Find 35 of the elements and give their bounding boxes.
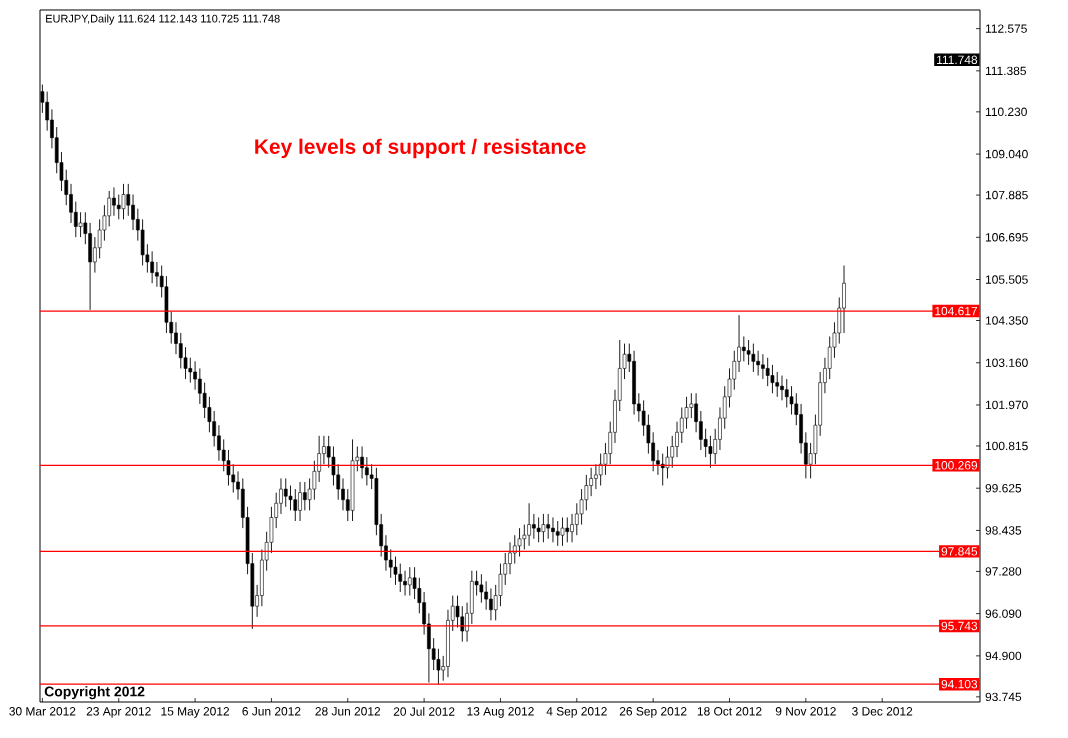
candlestick: [761, 353, 765, 380]
candlestick: [632, 350, 636, 415]
candlestick: [780, 375, 784, 401]
candlestick: [293, 488, 298, 522]
candlestick: [541, 513, 546, 543]
candlestick: [150, 250, 154, 284]
candlestick: [746, 339, 751, 366]
annotation: Key levels of support / resistance: [255, 138, 586, 159]
candlestick: [551, 517, 555, 543]
candlestick: [546, 513, 550, 540]
candlestick: [751, 343, 756, 373]
candlestick: [78, 211, 83, 238]
candlestick: [489, 587, 493, 621]
candlestick: [116, 194, 121, 220]
candlestick: [403, 570, 407, 596]
candlestick: [517, 527, 522, 557]
candlestick: [479, 573, 484, 604]
candlestick: [708, 435, 713, 469]
candlestick: [555, 520, 560, 547]
candlestick: [765, 357, 770, 387]
candlestick: [283, 477, 288, 508]
candlestick: [527, 502, 531, 547]
candlestick: [560, 517, 565, 547]
candlestick: [775, 371, 780, 398]
candlestick: [298, 481, 302, 522]
candlestick: [393, 556, 398, 586]
candlestick: [784, 378, 789, 408]
candlestick: [398, 563, 403, 593]
candlestick: [756, 350, 760, 376]
candlestick: [360, 446, 364, 479]
candlestick: [536, 517, 541, 543]
candlestick: [565, 517, 570, 543]
candlestick: [770, 364, 775, 394]
candlestick: [121, 183, 126, 220]
candlestick: [407, 566, 412, 596]
